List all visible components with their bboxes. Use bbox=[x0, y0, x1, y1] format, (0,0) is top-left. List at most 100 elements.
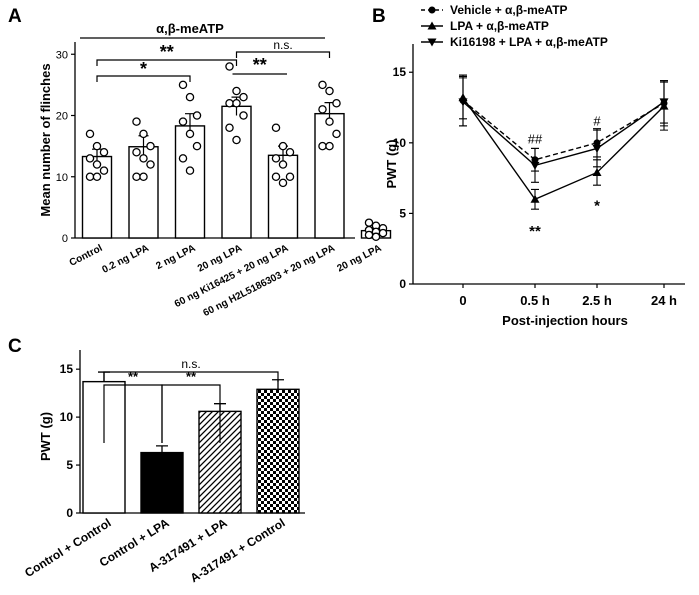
panel-b-annotation: ## bbox=[528, 132, 543, 147]
panel-a-data-point bbox=[99, 166, 109, 175]
panel-c-sig-bracket bbox=[103, 371, 279, 382]
panel-a-data-point bbox=[139, 172, 148, 181]
panel-a-data-point bbox=[239, 111, 248, 120]
panel-a-data-point bbox=[99, 147, 109, 157]
panel-a-bar bbox=[267, 154, 299, 239]
panel-a-data-point bbox=[192, 111, 202, 120]
panel-a-data-point bbox=[178, 154, 188, 163]
panel-a-category-label: 2 ng LPA bbox=[154, 243, 197, 272]
panel-a-title: α,β-meATP bbox=[156, 21, 224, 36]
panel-a-data-point bbox=[185, 92, 195, 102]
panel-a-data-point bbox=[85, 172, 95, 181]
panel-c-sig-label: ** bbox=[186, 369, 197, 384]
panel-a-data-point bbox=[318, 141, 327, 151]
panel-c-bar bbox=[256, 388, 300, 514]
panel-b-legend-marker bbox=[428, 6, 436, 14]
panel-c-bar bbox=[140, 451, 184, 514]
panel-a-data-point bbox=[285, 147, 295, 157]
panel-c-sig-label: n.s. bbox=[181, 357, 200, 371]
panel-b-legend-label: LPA + α,β-meATP bbox=[450, 19, 549, 33]
panel-a-sig-bracket bbox=[96, 75, 191, 82]
panel-a-data-point bbox=[132, 147, 141, 157]
panel-a-data-point bbox=[92, 160, 102, 169]
panel-a-data-point bbox=[332, 129, 341, 139]
panel-b-legend-marker bbox=[427, 38, 437, 47]
panel-b-x-tick-label: 24 h bbox=[651, 293, 677, 308]
panel-a-sig-label: n.s. bbox=[273, 38, 292, 52]
panel-a-y-axis-label: Mean number of flinches bbox=[38, 63, 53, 216]
panel-b-chart: 0 5 10 15 0 0.5 h 2.5 h 24 h Post-injection hour… bbox=[384, 3, 685, 328]
panel-b-data-point bbox=[592, 167, 602, 176]
panel-a-data-point bbox=[318, 80, 327, 90]
panel-c-category-label: Control + Control bbox=[22, 516, 113, 580]
panel-c-category-label: A-317491 + Control bbox=[188, 516, 288, 586]
panel-a-data-point bbox=[278, 178, 288, 188]
panel-b-annotation: ** bbox=[529, 223, 541, 240]
panel-a-data-point bbox=[225, 99, 234, 108]
panel-b-y-tick-label: 0 bbox=[399, 277, 406, 291]
panel-b-annotation: * bbox=[594, 197, 600, 214]
panel-a-data-point bbox=[232, 135, 241, 145]
panel-b-legend-marker bbox=[427, 21, 437, 30]
panel-b-y-tick-label: 5 bbox=[399, 206, 406, 220]
panel-b-y-tick-label: 10 bbox=[393, 136, 407, 150]
panel-a-sig-label: ** bbox=[160, 42, 174, 62]
panel-a-data-point bbox=[271, 123, 281, 133]
panel-a-data-point bbox=[325, 117, 334, 126]
panel-b-x-axis-label: Post-injection hours bbox=[502, 313, 628, 328]
panel-a-data-point bbox=[185, 166, 195, 175]
panel-a-sig-bracket bbox=[96, 59, 238, 66]
panel-a-data-point bbox=[278, 160, 288, 169]
panel-a-bar bbox=[174, 125, 206, 239]
panel-c-y-tick-label: 15 bbox=[60, 362, 74, 376]
panel-b-annotation: # bbox=[593, 113, 601, 128]
panel-c-sig-bracket bbox=[161, 384, 221, 443]
panel-b-x-tick-label: 0.5 h bbox=[520, 293, 550, 308]
panel-a-data-point bbox=[132, 117, 141, 126]
panel-a-data-point bbox=[318, 105, 327, 114]
panel-label-b: B bbox=[372, 6, 386, 27]
panel-a-data-point bbox=[139, 154, 148, 163]
panel-a-data-point bbox=[271, 154, 281, 163]
panel-a-data-point bbox=[285, 172, 295, 181]
panel-a-data-point bbox=[132, 172, 141, 181]
panel-a-y-tick-label: 20 bbox=[56, 111, 68, 123]
panel-a-data-point bbox=[185, 129, 195, 139]
panel-a-data-point bbox=[371, 232, 381, 242]
panel-a-data-point bbox=[92, 141, 102, 151]
panel-a-data-point bbox=[325, 141, 334, 151]
panel-a-data-point bbox=[146, 141, 155, 151]
panel-a-data-point bbox=[325, 86, 334, 96]
panel-a-sig-label: * bbox=[140, 59, 147, 79]
panel-b-legend-label: Ki16198 + LPA + α,β-meATP bbox=[450, 35, 608, 49]
panel-a-data-point bbox=[364, 230, 374, 240]
panel-a-data-point bbox=[278, 141, 288, 151]
panel-b-data-point bbox=[530, 194, 540, 203]
panel-a-sig-label: ** bbox=[253, 55, 267, 75]
panel-a-category-label: 20 ng LPA bbox=[335, 243, 383, 275]
panel-a-data-point bbox=[178, 117, 188, 126]
panel-a-data-point bbox=[232, 99, 241, 108]
panel-b-series-line bbox=[462, 97, 665, 201]
panel-b-data-point bbox=[530, 161, 540, 170]
panel-b-data-point bbox=[659, 98, 669, 107]
panel-b-x-tick-label: 2.5 h bbox=[582, 293, 612, 308]
panel-a-sig-bracket bbox=[235, 51, 331, 58]
panel-a-data-point bbox=[232, 86, 241, 96]
panel-a-data-point bbox=[178, 80, 188, 90]
panel-a-data-point bbox=[146, 160, 155, 169]
panel-a-data-point bbox=[192, 141, 202, 151]
panel-label-a: A bbox=[8, 6, 22, 27]
panel-b-data-point bbox=[458, 98, 468, 107]
panel-a-category-label: 0.2 ng LPA bbox=[100, 243, 150, 276]
panel-a-data-point bbox=[239, 92, 248, 102]
panel-b-data-point bbox=[592, 144, 602, 153]
panel-b-legend-label: Vehicle + α,β-meATP bbox=[450, 3, 568, 17]
panel-a-data-point bbox=[92, 172, 102, 181]
panel-a-data-point bbox=[364, 218, 374, 227]
panel-b-series-line bbox=[462, 99, 665, 161]
panel-a-data-point bbox=[85, 129, 95, 139]
panel-a-y-tick-label: 0 bbox=[62, 233, 68, 245]
